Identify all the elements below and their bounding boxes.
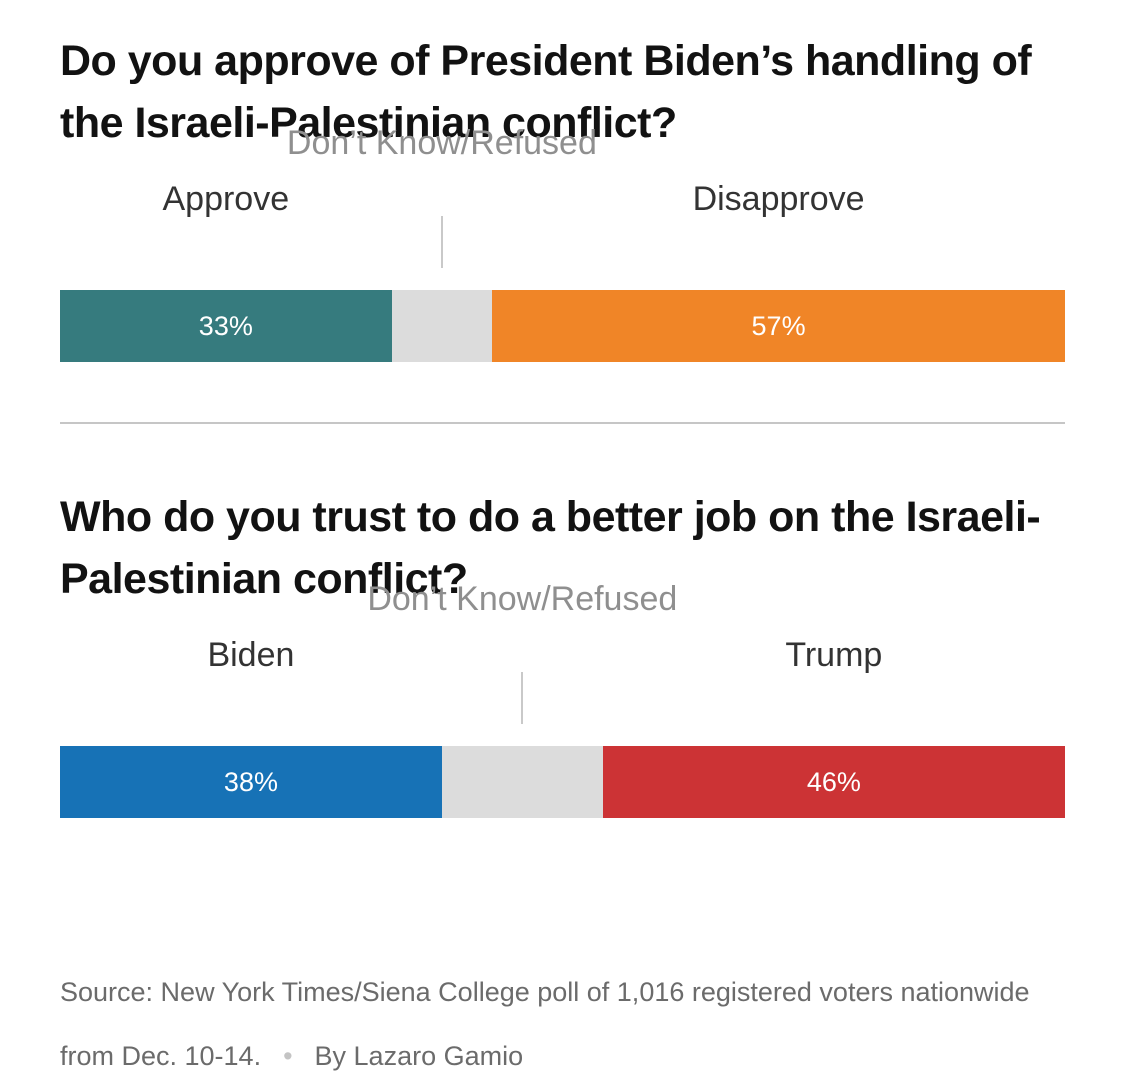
bar-segment-0: 38%	[60, 746, 442, 818]
separator-dot: •	[283, 1041, 293, 1071]
data-label: 33%	[198, 310, 253, 341]
category-label: Biden	[207, 636, 295, 674]
category-label: Don’t Know/Refused	[367, 580, 678, 618]
chart-footer: Source: New York Times/Siena College pol…	[60, 960, 1065, 1088]
data-label: 57%	[751, 310, 806, 341]
data-label: 38%	[223, 766, 278, 797]
label-tick	[521, 672, 524, 724]
bar-segment-1	[441, 746, 603, 818]
byline: By Lazaro Gamio	[314, 1041, 524, 1071]
category-label: Approve	[162, 180, 290, 218]
data-label: 46%	[806, 766, 861, 797]
chart-title: Do you approve of President Biden’s hand…	[60, 37, 1032, 147]
category-label: Disapprove	[692, 180, 865, 218]
source-note: Source: New York Times/Siena College pol…	[60, 977, 1030, 1071]
bar-segment-0: 33%	[60, 290, 392, 362]
bar-segment-2: 57%	[492, 290, 1065, 362]
category-label: Trump	[785, 636, 883, 674]
chart-title: Who do you trust to do a better job on t…	[60, 493, 1041, 603]
category-label: Don’t Know/Refused	[286, 124, 597, 162]
section-divider	[60, 422, 1065, 424]
label-tick	[440, 216, 443, 268]
bar-segment-1	[391, 290, 493, 362]
bar-segment-2: 46%	[602, 746, 1065, 818]
